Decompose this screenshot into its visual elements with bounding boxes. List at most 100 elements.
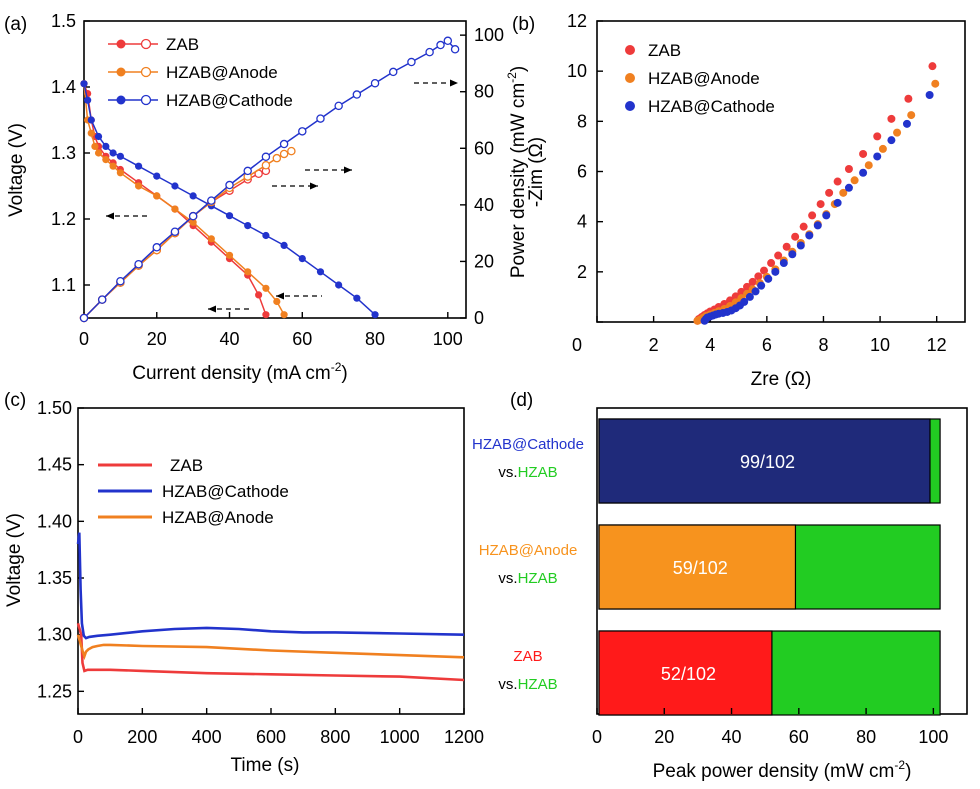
panel-a-frame (83, 20, 467, 319)
point-ZAB (833, 177, 842, 186)
y-tick-label: 1.5 (51, 11, 76, 31)
voltage-curve-HZAB@Cathode (83, 83, 376, 316)
x-tick-label: 6 (762, 335, 772, 355)
voltage-curve-ZAB (83, 83, 267, 315)
x-tick-label: 20 (654, 727, 674, 747)
voltage-point (153, 192, 161, 200)
y-tick-label: 1.2 (51, 209, 76, 229)
x-tick-label: 4 (705, 335, 715, 355)
point-HZAB@Cathode (813, 221, 822, 230)
voltage-point (280, 241, 288, 249)
legend-marker-open (140, 66, 152, 78)
voltage-point (109, 162, 117, 170)
x-tick-label: 0 (73, 727, 83, 747)
point-ZAB (774, 251, 783, 260)
category-vs-label: vs.HZAB (498, 570, 557, 587)
voltage-point (91, 142, 99, 150)
power-point (436, 40, 445, 50)
panel-b-ylabel: -Zim (Ω) (526, 137, 547, 207)
panel-b-points (693, 62, 940, 325)
point-ZAB (904, 94, 913, 103)
point-HZAB@Cathode (740, 297, 749, 306)
voltage-point (116, 152, 124, 160)
power-curve-ZAB (83, 170, 267, 319)
x-tick-label: 12 (927, 335, 947, 355)
point-HZAB@Cathode (751, 287, 760, 296)
point-ZAB (859, 149, 868, 158)
x-tick-label: 0 (79, 329, 89, 349)
power-point (279, 139, 289, 149)
point-ZAB (754, 272, 763, 281)
legend-label: HZAB@Anode (648, 69, 760, 88)
voltage-point (335, 281, 343, 289)
legend-marker-filled (116, 95, 126, 105)
power-point (287, 146, 296, 156)
point-HZAB@Anode (839, 188, 848, 197)
power-point (352, 90, 362, 99)
arrow-head (276, 292, 284, 300)
point-HZAB@Cathode (796, 241, 805, 250)
bar-value-label: 52/102 (661, 664, 716, 684)
voltage-point (87, 129, 95, 137)
point-HZAB@Anode (878, 144, 887, 153)
panel-c-legend: ZAB HZAB@Cathode HZAB@Anode (98, 456, 289, 527)
power-point (272, 153, 282, 163)
y-tick-label: 2 (577, 262, 587, 282)
point-ZAB (873, 132, 882, 141)
voltage-point (280, 311, 288, 319)
point-HZAB@Anode (893, 128, 902, 137)
point-HZAB@Anode (931, 79, 940, 88)
panel-b-nyquist-chart: (b) 2 4 6 8 10 12 0 2 4 6 8 10 12 ZAB HZAB@Anode HZAB@… (512, 11, 966, 390)
panel-a-xlabel: Current density (mA cm-2) (132, 360, 348, 384)
y-tick-label: 1.35 (37, 568, 72, 588)
point-ZAB (928, 62, 937, 71)
x-tick-label: 80 (856, 727, 876, 747)
legend-marker-open (140, 38, 152, 50)
power-point (261, 161, 271, 170)
panel-d-xlabel: Peak power density (mW cm-2) (653, 758, 912, 782)
voltage-point (262, 284, 270, 292)
legend-marker-filled (116, 39, 126, 49)
y-tick-label: 12 (567, 11, 587, 31)
voltage-point (273, 297, 281, 306)
legend-label: ZAB (166, 35, 199, 54)
power-point (450, 45, 460, 54)
power-point (225, 180, 234, 190)
panel-d-ticks: 0 20 40 60 80 100 (592, 708, 948, 747)
point-HZAB@Cathode (887, 136, 896, 145)
panel-d-bars: 99/102 59/102 52/102 (598, 418, 941, 716)
y-tick-label: 1.45 (37, 455, 72, 475)
point-HZAB@Cathode (764, 274, 773, 283)
bar-ZAB (598, 630, 773, 716)
legend-label: HZAB@Cathode (648, 97, 775, 116)
legend-label: HZAB@Cathode (166, 91, 293, 110)
voltage-point (371, 311, 379, 319)
bar-value-label: 99/102 (740, 452, 795, 472)
power-point (425, 47, 434, 57)
power-point (443, 36, 453, 46)
point-HZAB@Cathode (805, 231, 814, 240)
point-HZAB@Cathode (779, 259, 788, 268)
x-tick-label: 10 (870, 335, 890, 355)
voltage-point (102, 156, 110, 164)
point-ZAB (844, 164, 853, 173)
panel-c-frame (77, 407, 465, 715)
voltage-curve-HZAB@Anode (83, 83, 285, 316)
panel-c-curves (76, 532, 465, 682)
y2-tick-label: 40 (474, 195, 494, 215)
voltage-point (84, 96, 92, 104)
x-tick-label: 0 (592, 727, 602, 747)
power-point (79, 313, 89, 323)
point-HZAB@Cathode (902, 119, 911, 128)
power-point (134, 260, 143, 269)
point-HZAB@Cathode (859, 168, 868, 177)
x-tick-label: 200 (127, 727, 157, 747)
voltage-point (189, 192, 197, 200)
voltage-point (316, 268, 325, 276)
voltage-point (153, 172, 161, 180)
point-HZAB@Anode (864, 161, 873, 170)
panel-c-ylabel: Voltage (V) (4, 513, 25, 607)
arrow-head (106, 212, 114, 220)
category-label: ZAB (513, 648, 542, 665)
y-tick-label: 1.30 (37, 625, 72, 645)
